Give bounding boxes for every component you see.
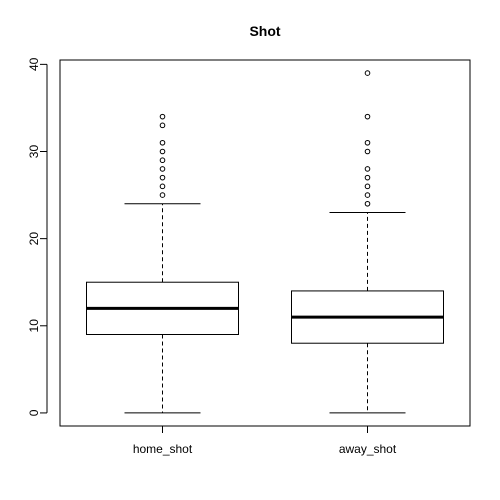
y-tick-label: 0 — [27, 409, 41, 416]
outlier-point — [159, 183, 166, 190]
outlier-point — [159, 192, 166, 198]
outlier-point — [159, 113, 166, 120]
box-home_shot — [86, 113, 239, 414]
outlier-point — [159, 122, 166, 129]
y-axis: 0 10 20 30 40 — [27, 57, 48, 416]
outlier-point — [159, 148, 166, 155]
outlier-point — [364, 192, 371, 198]
y-tick-label: 40 — [27, 57, 41, 71]
x-tick-label: away_shot — [339, 442, 397, 456]
outlier-point — [364, 174, 371, 181]
box-away_shot — [291, 70, 444, 414]
outlier-point — [364, 166, 371, 172]
y-tick-label: 20 — [27, 232, 41, 246]
outlier-point — [364, 70, 371, 76]
chart-title: Shot — [249, 23, 280, 39]
outlier-point — [159, 139, 166, 146]
x-tick-label: home_shot — [133, 442, 193, 456]
outlier-point — [159, 166, 166, 172]
outlier-point — [364, 113, 371, 120]
outlier-point — [364, 200, 371, 207]
outlier-point — [364, 183, 371, 190]
y-tick-label: 30 — [27, 145, 41, 159]
outlier-point — [159, 174, 166, 181]
box-group — [86, 70, 444, 414]
outlier-point — [159, 157, 166, 164]
outlier-point — [364, 139, 371, 146]
outlier-point — [364, 148, 371, 155]
y-tick-label: 10 — [27, 319, 41, 333]
x-axis: home_shot away_shot — [133, 425, 397, 456]
plot-frame — [59, 59, 471, 427]
